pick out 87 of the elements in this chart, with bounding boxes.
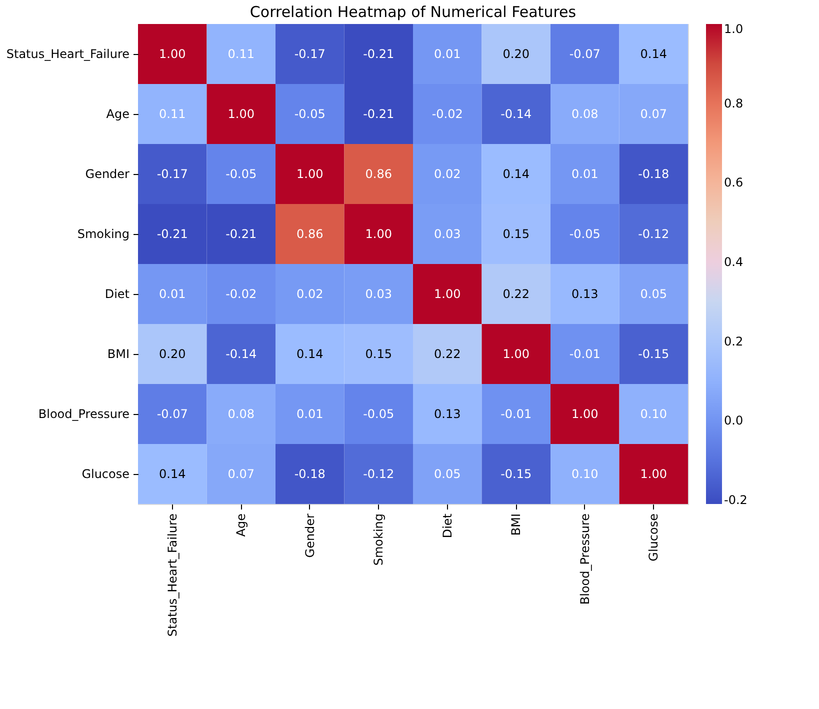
data-label: 0.13 [572,287,598,301]
data-label: -0.05 [363,407,394,421]
data-label: 0.14 [296,347,324,361]
data-label: -0.21 [226,227,257,241]
data-label: 0.86 [365,167,392,181]
data-label: -0.21 [156,227,188,241]
data-label: -0.07 [569,47,600,61]
y-tick-label: Glucose [82,467,130,481]
data-label: 1.00 [228,107,254,121]
data-label: 0.01 [572,167,598,181]
data-label: -0.15 [500,467,532,481]
x-tick-label: BMI [509,514,524,536]
data-label: 1.00 [159,47,186,61]
data-label: 0.10 [572,467,598,481]
x-tick-label: Age [234,514,248,537]
data-label: -0.12 [363,467,394,481]
data-label: 0.07 [228,467,254,481]
data-label: -0.18 [638,167,670,181]
data-label: -0.18 [294,467,326,481]
y-tick-label: Diet [104,287,130,301]
data-label: 0.08 [228,407,254,421]
data-label: 0.05 [434,467,461,481]
data-label: 0.08 [572,107,598,121]
data-label: 0.10 [640,407,667,421]
y-tick-label: BMI [107,347,130,361]
color-bar-label: 0.8 [724,96,744,110]
data-label: 1.00 [296,167,324,181]
data-label: -0.05 [226,167,257,181]
y-tick-label: Age [106,107,130,121]
data-label: 0.11 [228,47,254,61]
data-label: -0.17 [294,47,326,61]
data-label: 0.13 [434,407,461,421]
color-bar-label: 0.6 [724,176,744,190]
color-bar-label: 0.0 [724,414,744,428]
data-label: -0.05 [569,227,600,241]
y-tick-label: Blood_Pressure [38,407,130,421]
x-tick-label: Glucose [646,514,661,562]
data-label: 1.00 [572,407,598,421]
data-label: -0.21 [363,107,394,121]
x-tick-label: Diet [440,513,454,538]
data-label: 0.20 [159,347,186,361]
chart-title: Correlation Heatmap of Numerical Features [250,3,576,21]
data-label: -0.12 [638,227,670,241]
data-label: 1.00 [365,227,392,241]
data-label: 0.01 [296,407,324,421]
y-tick-label: Smoking [77,227,130,241]
data-label: 0.03 [365,287,392,301]
data-label: -0.14 [500,107,532,121]
y-tick-label: Status_Heart_Failure [6,47,130,61]
data-label: -0.14 [226,347,257,361]
x-tick-label: Blood_Pressure [578,514,592,605]
data-label: -0.17 [156,167,188,181]
data-label: -0.02 [226,287,257,301]
data-label: 0.14 [159,467,186,481]
data-label: 0.02 [434,167,461,181]
data-label: -0.05 [294,107,326,121]
data-label: 0.15 [502,227,530,241]
data-label: -0.01 [569,347,600,361]
data-label: 0.22 [502,287,530,301]
data-label: 0.05 [640,287,667,301]
data-label: 0.20 [502,47,530,61]
data-label: 1.00 [502,347,530,361]
color-bar-label: 1.0 [724,22,744,36]
data-label: 1.00 [640,467,667,481]
x-tick-label: Smoking [372,514,386,566]
data-label: 1.00 [434,287,461,301]
data-label: -0.02 [432,107,463,121]
data-label: -0.21 [363,47,394,61]
data-label: 0.22 [434,347,461,361]
data-label: -0.07 [156,407,188,421]
data-label: 0.01 [434,47,461,61]
color-bar-label: 0.4 [724,255,744,270]
data-label: 0.07 [640,107,667,121]
data-label: 0.02 [296,287,324,301]
data-label: 0.11 [159,107,186,121]
data-label: 0.86 [296,227,324,241]
y-tick-label: Gender [85,167,130,181]
data-label: 0.03 [434,227,461,241]
x-tick-label: Gender [302,513,317,558]
data-label: 0.14 [502,167,530,181]
data-label: 0.14 [640,47,667,61]
color-bar-label: -0.2 [724,493,748,508]
data-label: -0.15 [638,347,670,361]
data-label: 0.15 [365,347,392,361]
color-bar-label: 0.2 [724,334,744,348]
data-label: -0.01 [500,407,532,421]
data-label: 0.01 [159,287,186,301]
